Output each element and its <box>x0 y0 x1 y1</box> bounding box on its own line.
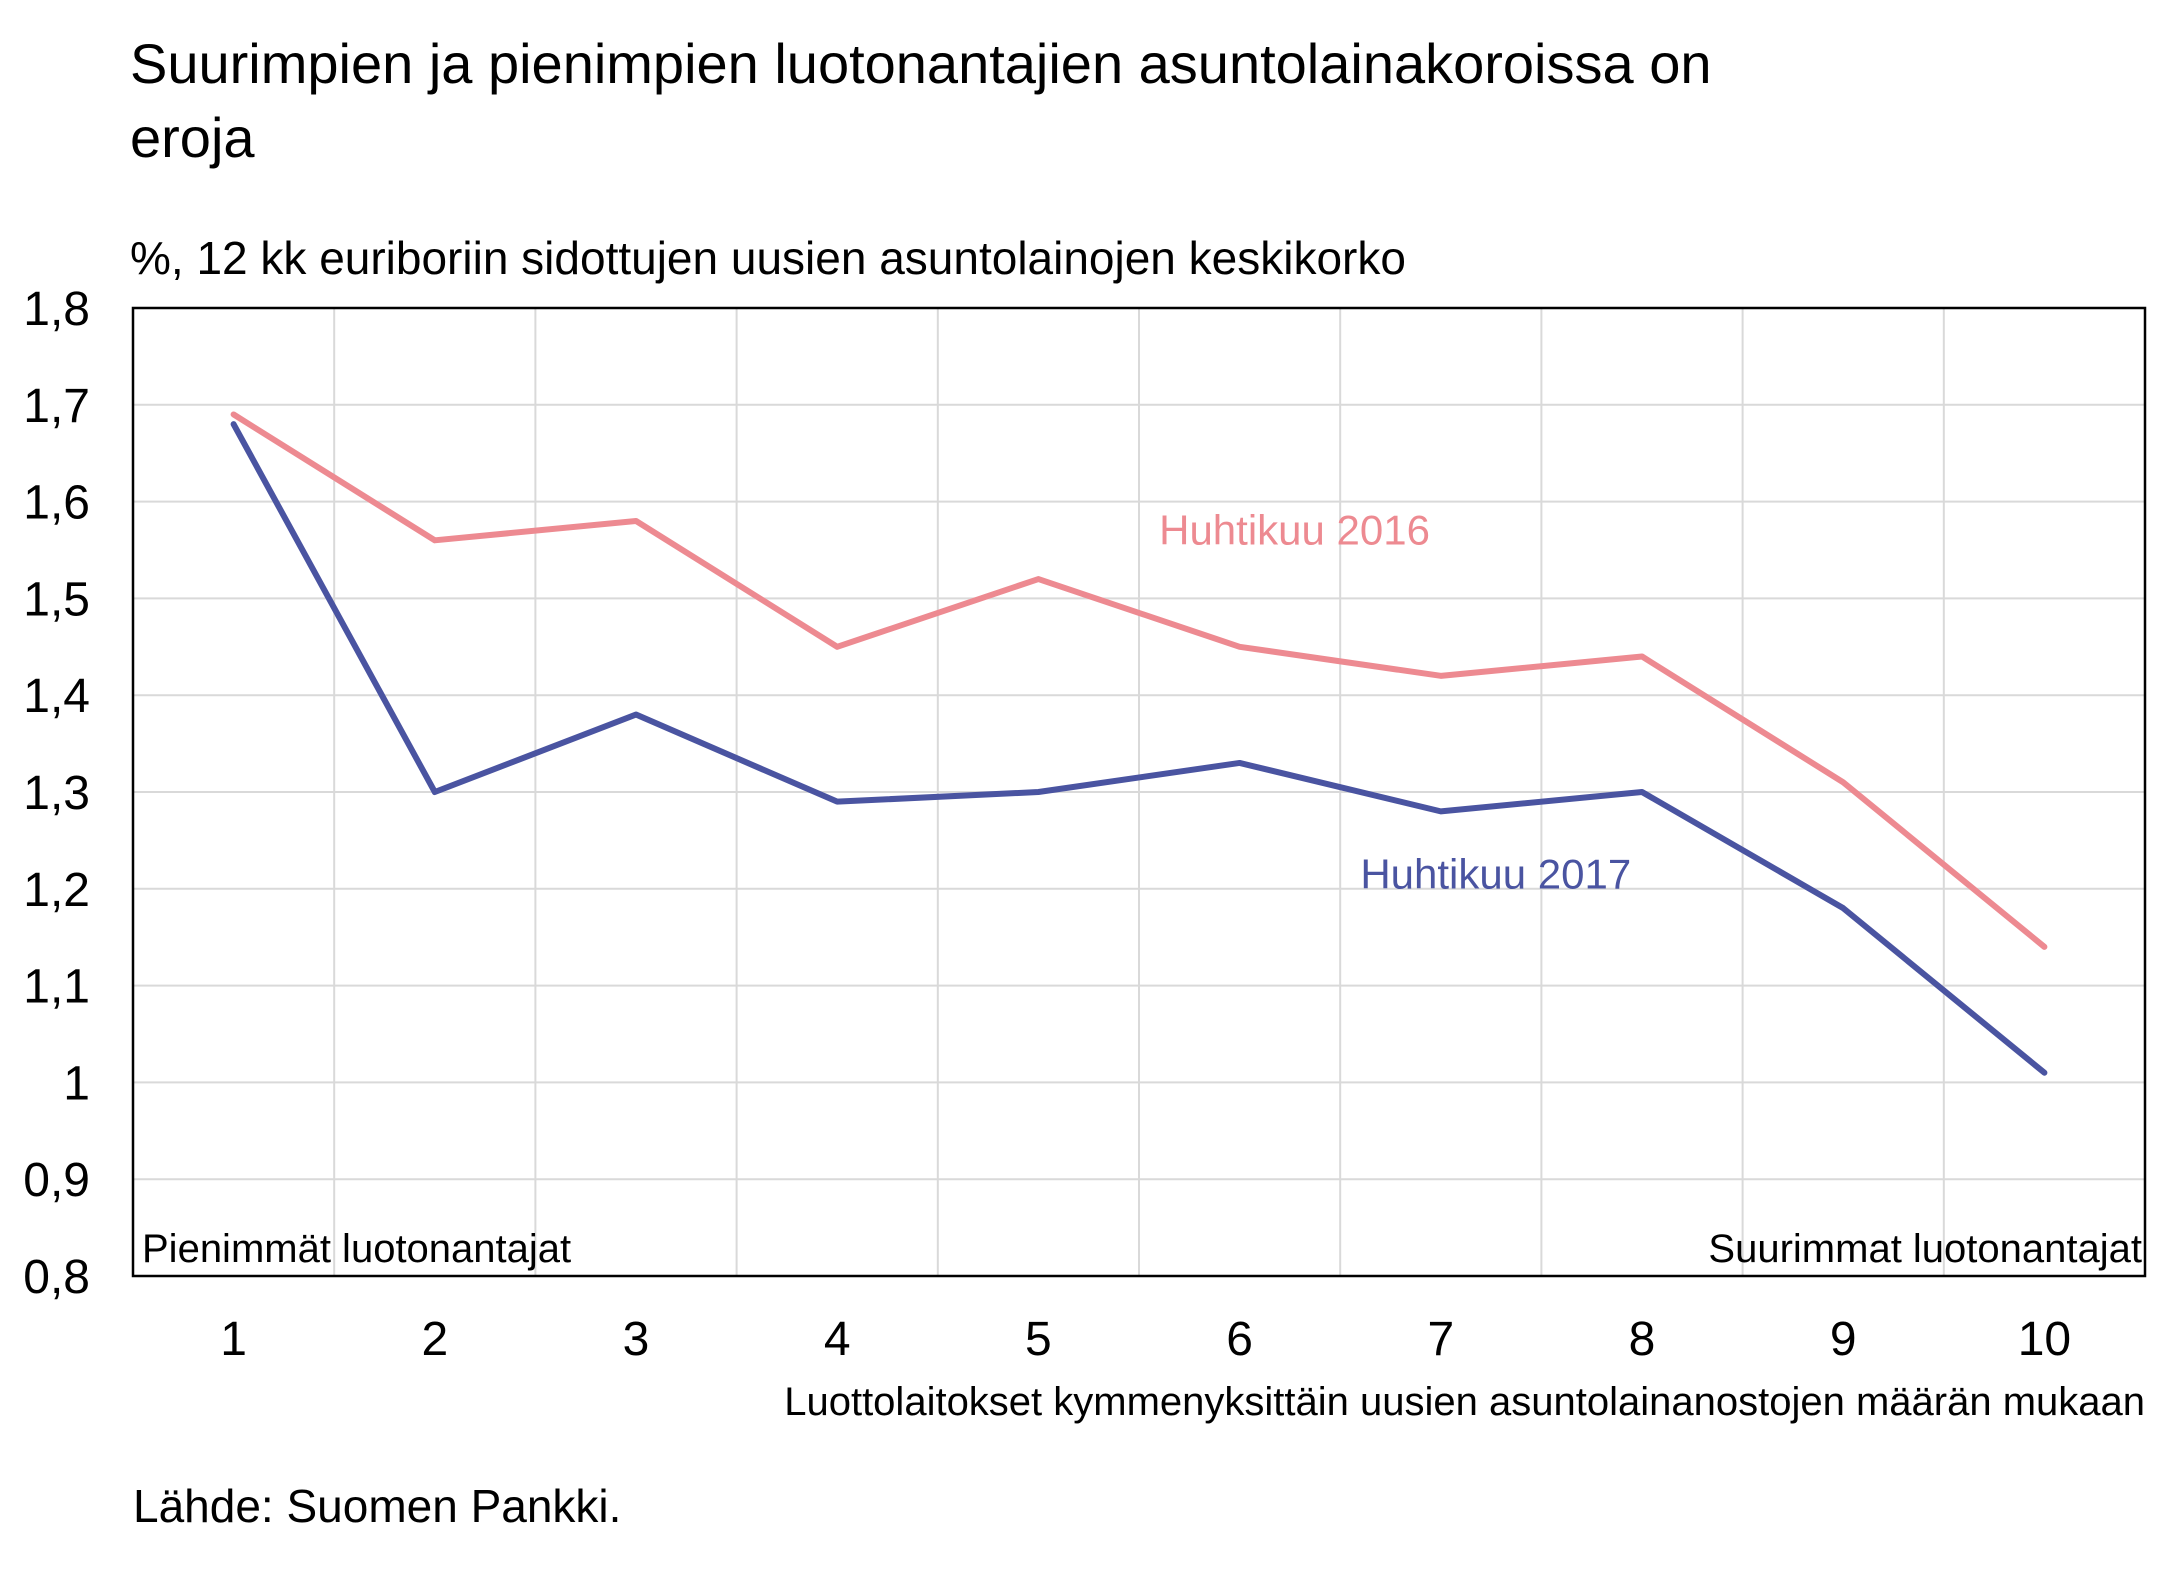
y-tick-label: 1,4 <box>23 670 90 723</box>
y-tick-label: 1,6 <box>23 477 90 530</box>
x-tick-label: 4 <box>824 1313 851 1366</box>
series-line-1 <box>230 411 2048 950</box>
y-tick-label: 1,3 <box>23 767 90 820</box>
x-axis-tick-labels: 1 2 3 4 5 6 7 8 9 10 <box>220 1313 2071 1366</box>
chart-title-line-1: Suurimpien ja pienimpien luotonantajien … <box>130 32 1711 95</box>
y-tick-label: 1 <box>63 1057 90 1110</box>
plot-area-frame <box>131 306 2147 1278</box>
series-labels: Huhtikuu 2016 Huhtikuu 2017 <box>1159 507 1631 898</box>
y-axis-tick-labels: 0,8 0,9 1 1,1 1,2 1,3 1,4 1,5 1,6 1,7 1,8 <box>23 283 90 1304</box>
y-tick-label: 0,8 <box>23 1251 90 1304</box>
x-tick-label: 5 <box>1025 1313 1052 1366</box>
x-axis-label: Luottolaitokset kymmenyksittäin uusien a… <box>784 1380 2145 1424</box>
y-tick-label: 0,9 <box>23 1154 90 1207</box>
x-tick-label: 7 <box>1427 1313 1454 1366</box>
y-tick-label: 1,2 <box>23 864 90 917</box>
series-line-2 <box>230 421 2048 1076</box>
x-tick-label: 10 <box>2018 1313 2071 1366</box>
chart-subtitle: %, 12 kk euriboriin sidottujen uusien as… <box>130 232 1406 284</box>
x-tick-label: 3 <box>623 1313 650 1366</box>
y-tick-label: 1,1 <box>23 961 90 1014</box>
source-note: Lähde: Suomen Pankki. <box>133 1480 621 1532</box>
x-tick-label: 8 <box>1629 1313 1656 1366</box>
corner-label-smallest-lenders: Pienimmät luotonantajat <box>142 1227 571 1271</box>
series-lines <box>230 411 2048 1076</box>
x-tick-label: 1 <box>220 1313 247 1366</box>
series-label-1: Huhtikuu 2016 <box>1159 507 1430 554</box>
x-tick-label: 2 <box>421 1313 448 1366</box>
chart-title-line-2: eroja <box>130 106 255 169</box>
y-tick-label: 1,5 <box>23 573 90 626</box>
series-label-2: Huhtikuu 2017 <box>1360 850 1631 897</box>
y-tick-label: 1,8 <box>23 283 90 336</box>
y-tick-label: 1,7 <box>23 380 90 433</box>
x-tick-label: 9 <box>1830 1313 1857 1366</box>
x-tick-label: 6 <box>1226 1313 1253 1366</box>
corner-label-largest-lenders: Suurimmat luotonantajat <box>1708 1227 2142 1271</box>
